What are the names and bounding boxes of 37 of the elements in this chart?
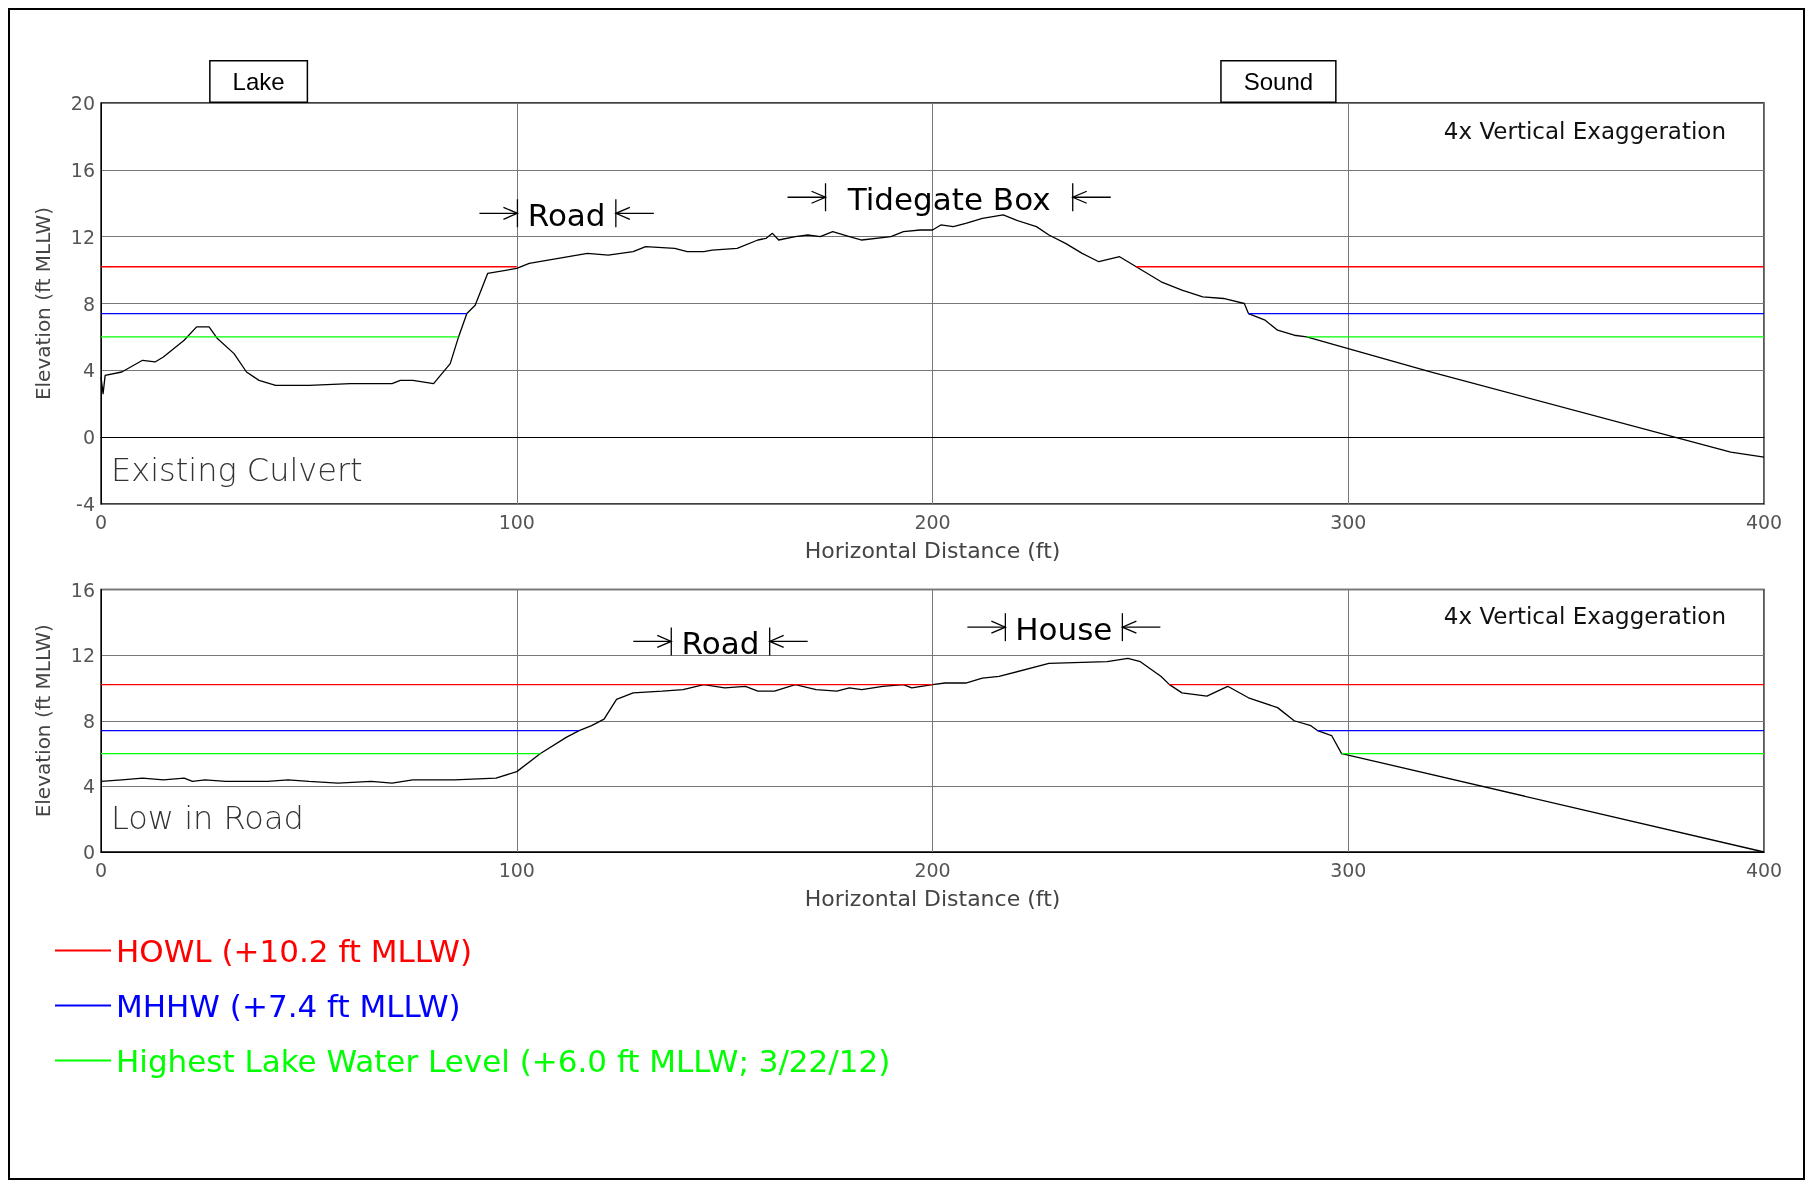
annotation: Road (527, 197, 606, 234)
annotation: 4x Vertical Exaggeration (1443, 602, 1726, 629)
y-axis-title: Elevation (ft MLLW) (31, 206, 55, 401)
annotation: Road (681, 625, 760, 662)
y-tick-label: 20 (70, 92, 95, 114)
x-axis-title: Horizontal Distance (ft) (804, 885, 1061, 911)
y-tick-label: 16 (70, 578, 95, 601)
x-tick-label: 400 (1745, 858, 1783, 881)
y-tick-label: -4 (76, 493, 95, 515)
annotation: 4x Vertical Exaggeration (1443, 117, 1726, 144)
text: Sound (1243, 68, 1314, 95)
y-axis-title: Elevation (ft MLLW) (31, 624, 55, 818)
x-tick-label: 200 (914, 858, 951, 881)
x-tick-label: 100 (498, 510, 535, 533)
x-tick-label: 200 (914, 510, 951, 533)
text: Lake (232, 68, 285, 95)
y-tick-label: 12 (70, 644, 95, 667)
x-tick-label: 300 (1330, 858, 1367, 881)
x-tick-label: 400 (1745, 510, 1783, 533)
legend-label: Highest Lake Water Level (+6.0 ft MLLW; 3/22/12) (116, 1042, 891, 1079)
y-tick-label: 16 (70, 158, 95, 181)
y-tick-label: 4 (82, 775, 95, 798)
annotation: Low in Road (111, 799, 304, 837)
y-tick-label: 0 (82, 841, 95, 863)
y-tick-label: 8 (82, 709, 95, 732)
legend-label: HOWL (+10.2 ft MLLW) (116, 932, 473, 969)
y-tick-label: 0 (82, 426, 95, 449)
annotation: House (1015, 611, 1113, 648)
annotation: Existing Culvert (111, 451, 363, 489)
x-axis-title: Horizontal Distance (ft) (804, 537, 1061, 563)
y-tick-label: 12 (70, 225, 95, 248)
annotation: Tidegate Box (846, 181, 1051, 218)
y-tick-label: 4 (82, 359, 95, 382)
y-tick-label: 8 (82, 292, 95, 315)
x-tick-label: 300 (1330, 510, 1367, 533)
x-tick-label: 100 (498, 858, 535, 881)
legend-label: MHHW (+7.4 ft MLLW) (116, 987, 461, 1024)
